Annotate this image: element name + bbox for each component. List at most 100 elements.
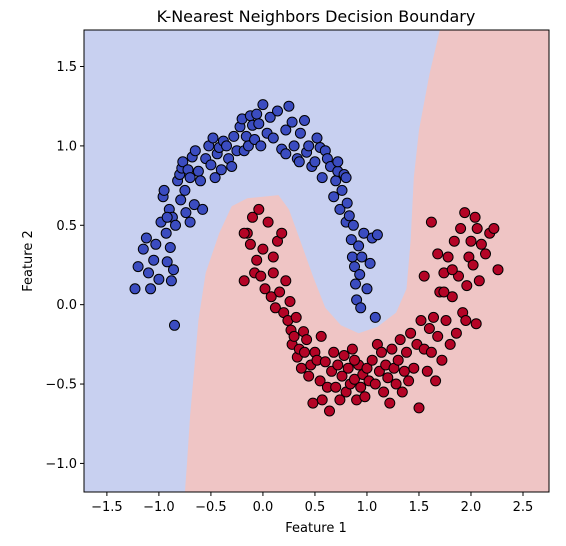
data-point-class-1 bbox=[280, 275, 292, 287]
data-point-class-1 bbox=[415, 315, 427, 326]
data-point-class-1 bbox=[262, 216, 274, 228]
data-point-class-1 bbox=[394, 334, 406, 346]
data-point-class-1 bbox=[455, 223, 467, 234]
data-point-class-1 bbox=[475, 238, 487, 250]
data-point-class-1 bbox=[290, 311, 302, 323]
data-point-class-0 bbox=[180, 207, 192, 219]
data-point-class-0 bbox=[341, 197, 353, 209]
data-point-class-0 bbox=[255, 140, 267, 152]
data-point-class-1 bbox=[284, 296, 296, 307]
data-point-class-1 bbox=[432, 248, 444, 260]
data-point-class-0 bbox=[311, 132, 323, 144]
data-point-class-1 bbox=[442, 251, 454, 263]
data-point-class-0 bbox=[294, 127, 306, 139]
data-point-class-1 bbox=[276, 227, 288, 239]
data-point-class-0 bbox=[161, 211, 173, 223]
data-point-class-1 bbox=[446, 264, 458, 276]
data-point-class-1 bbox=[396, 386, 408, 398]
data-point-class-0 bbox=[299, 115, 310, 126]
data-point-class-1 bbox=[386, 343, 398, 355]
data-point-class-0 bbox=[364, 257, 376, 269]
data-point-class-0 bbox=[354, 269, 366, 280]
data-point-class-1 bbox=[471, 223, 483, 234]
data-point-class-0 bbox=[184, 172, 196, 184]
data-point-class-1 bbox=[355, 381, 367, 393]
x-tick-label: −1.5 bbox=[91, 500, 123, 515]
data-point-class-0 bbox=[267, 132, 279, 144]
data-point-class-1 bbox=[448, 235, 460, 247]
y-axis-label: Feature 2 bbox=[21, 230, 36, 292]
data-point-class-0 bbox=[328, 191, 340, 203]
data-point-class-0 bbox=[264, 111, 276, 123]
data-point-class-0 bbox=[192, 165, 204, 177]
data-point-class-1 bbox=[408, 362, 420, 374]
data-point-class-0 bbox=[153, 273, 165, 285]
data-point-class-1 bbox=[428, 311, 439, 323]
x-tick-label: 0.5 bbox=[305, 500, 326, 515]
data-point-class-1 bbox=[488, 223, 500, 234]
data-point-class-0 bbox=[286, 116, 298, 128]
data-point-class-1 bbox=[288, 330, 300, 342]
data-point-class-1 bbox=[480, 248, 491, 260]
data-point-class-0 bbox=[207, 132, 219, 144]
chart-title: K-Nearest Neighbors Decision Boundary bbox=[157, 7, 476, 26]
data-point-class-0 bbox=[175, 194, 187, 206]
y-axis-ticks: −1.0 −0.5 0.0 0.5 1.0 1.5 bbox=[45, 60, 84, 472]
data-point-class-1 bbox=[346, 343, 358, 355]
data-point-class-0 bbox=[361, 283, 373, 295]
data-point-class-0 bbox=[371, 229, 383, 241]
data-point-class-0 bbox=[140, 232, 152, 244]
data-point-class-1 bbox=[438, 286, 450, 298]
data-point-class-0 bbox=[226, 161, 238, 172]
data-point-class-1 bbox=[238, 227, 250, 239]
data-point-class-0 bbox=[161, 256, 173, 268]
data-points bbox=[129, 99, 504, 417]
data-point-class-1 bbox=[267, 251, 279, 263]
data-point-class-1 bbox=[401, 346, 412, 358]
data-point-class-0 bbox=[195, 175, 206, 187]
data-point-class-0 bbox=[280, 148, 292, 160]
y-tick-label: 0.0 bbox=[56, 298, 77, 313]
data-point-class-0 bbox=[143, 267, 154, 279]
data-point-class-0 bbox=[137, 243, 149, 255]
data-point-class-1 bbox=[259, 283, 271, 295]
x-tick-label: 2.0 bbox=[461, 500, 482, 515]
x-tick-label: −1.0 bbox=[143, 500, 175, 515]
data-point-class-0 bbox=[197, 203, 209, 215]
data-point-class-1 bbox=[492, 264, 504, 276]
data-point-class-1 bbox=[274, 286, 286, 298]
data-point-class-0 bbox=[309, 156, 321, 168]
data-point-class-0 bbox=[209, 172, 221, 184]
data-point-class-1 bbox=[328, 346, 340, 358]
data-point-class-1 bbox=[336, 370, 348, 382]
data-point-class-0 bbox=[283, 100, 295, 112]
data-point-class-1 bbox=[330, 381, 342, 393]
data-point-class-1 bbox=[461, 280, 473, 292]
data-point-class-0 bbox=[336, 184, 348, 196]
data-point-class-0 bbox=[215, 164, 227, 176]
data-point-class-1 bbox=[423, 323, 435, 334]
data-point-class-0 bbox=[369, 311, 381, 323]
data-point-class-1 bbox=[465, 235, 477, 247]
data-point-class-0 bbox=[253, 118, 265, 130]
data-point-class-1 bbox=[405, 327, 417, 339]
y-tick-label: 0.5 bbox=[56, 219, 77, 234]
data-point-class-1 bbox=[425, 216, 437, 228]
data-point-class-1 bbox=[369, 378, 381, 390]
data-point-class-0 bbox=[330, 175, 342, 187]
data-point-class-0 bbox=[164, 242, 176, 253]
data-point-class-0 bbox=[251, 108, 263, 120]
data-point-class-1 bbox=[244, 238, 256, 250]
data-point-class-0 bbox=[353, 240, 365, 252]
data-point-class-1 bbox=[334, 394, 346, 406]
data-point-class-0 bbox=[293, 156, 305, 168]
data-point-class-1 bbox=[255, 270, 267, 282]
data-point-class-1 bbox=[342, 362, 354, 374]
data-point-class-0 bbox=[189, 145, 201, 157]
data-point-class-1 bbox=[324, 405, 335, 417]
data-point-class-0 bbox=[221, 140, 232, 152]
data-point-class-1 bbox=[257, 243, 269, 255]
data-point-class-0 bbox=[345, 234, 357, 246]
data-point-class-0 bbox=[188, 199, 200, 211]
